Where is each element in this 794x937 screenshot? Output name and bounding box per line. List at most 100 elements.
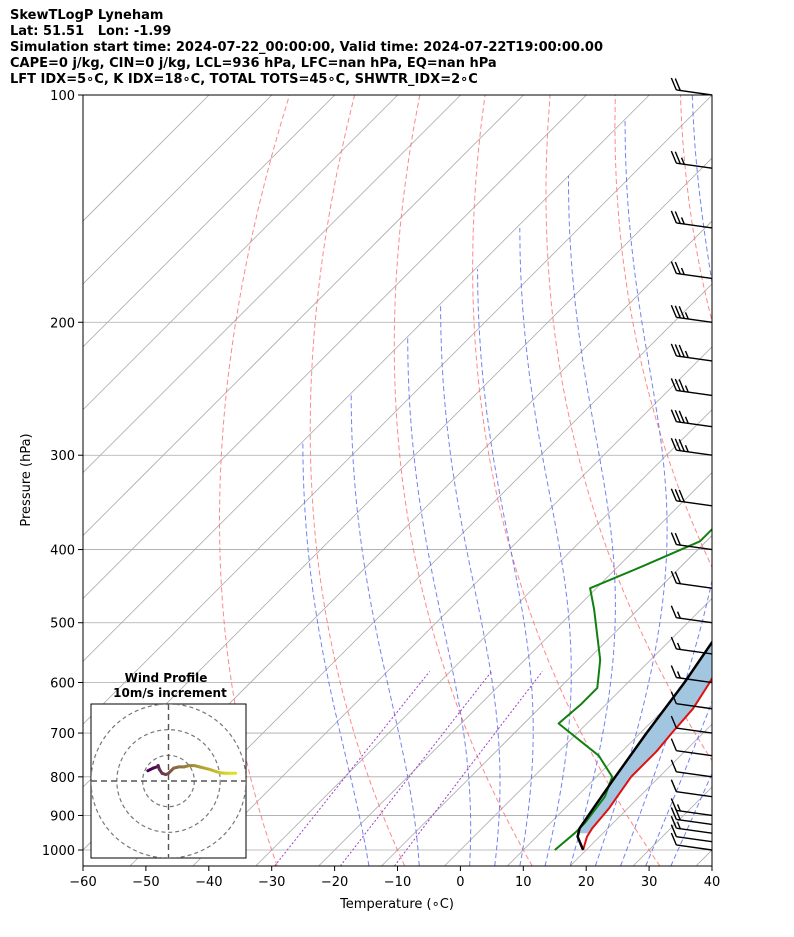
x-tick-label: −20 (321, 875, 348, 890)
wind-barb (670, 532, 713, 551)
mixing-ratio-line (274, 671, 431, 866)
moist-adiabat-line (407, 338, 472, 866)
wind-barb-tick (670, 691, 677, 705)
wind-barb-tick (670, 665, 677, 678)
x-tick-label: 20 (578, 875, 595, 890)
moist-adiabat-line (620, 95, 712, 866)
isotherm-line (83, 95, 336, 348)
hodograph (91, 704, 246, 858)
x-tick-label: −10 (384, 875, 411, 890)
isotherm-line (83, 95, 650, 662)
wind-barb-tick (680, 157, 685, 165)
y-tick-label: 200 (50, 316, 75, 331)
wind-barb-shaft (676, 844, 713, 851)
x-tick-label: −50 (132, 875, 159, 890)
dry-adiabat-line (472, 95, 661, 866)
isotherm-line (83, 95, 712, 725)
wind-barb (670, 378, 713, 397)
wind-barb-tick (678, 410, 685, 424)
isotherm-line (381, 534, 712, 866)
moist-adiabat-line (477, 269, 534, 866)
wind-barb (670, 636, 713, 655)
x-axis-label: Temperature (∘C) (339, 897, 454, 912)
stability-indices: LFT IDX=5∘C, K IDX=18∘C, TOTAL TOTS=45∘C… (10, 72, 478, 87)
inset-subtitle: 10m/s increment (113, 686, 227, 700)
wind-barb-shaft (676, 449, 713, 456)
wind-barb-tick (676, 821, 681, 829)
moist-adiabat-line (568, 175, 616, 866)
wind-barb-tick (674, 438, 681, 452)
wind-barb-tick (674, 261, 681, 275)
wind-barb-shaft (676, 818, 713, 826)
wind-barb-shaft (676, 543, 713, 551)
wind-barb-tick (676, 671, 681, 679)
wind-barb (670, 665, 713, 684)
wind-barb-tick (684, 416, 689, 424)
dry-adiabat-line (309, 95, 406, 866)
location-coordinates: Lat: 51.51 Lon: -1.99 (10, 24, 172, 39)
parcel-profile-line (576, 640, 712, 851)
wind-barb-tick (678, 344, 685, 358)
y-tick-label: 300 (50, 449, 75, 464)
wind-barb (670, 759, 713, 778)
wind-barb-tick (670, 150, 677, 164)
wind-barb-tick (670, 437, 677, 451)
dry-adiabat-line (545, 95, 712, 762)
wind-barb-tick (670, 832, 677, 846)
convective-parameters: CAPE=0 j/kg, CIN=0 j/kg, LCL=936 hPa, LF… (10, 56, 497, 71)
wind-barb (670, 261, 713, 280)
dry-adiabat-line (219, 95, 290, 866)
wind-barb-shaft (676, 272, 713, 280)
wind-barb-tick (674, 489, 681, 502)
x-tick-label: 30 (641, 875, 658, 890)
wind-barb-tick (670, 570, 677, 584)
wind-barb-tick (678, 379, 685, 392)
moist-adiabat-line (350, 395, 420, 866)
wind-barb (670, 150, 713, 169)
y-tick-label: 1000 (42, 844, 75, 859)
wind-barb-tick (674, 378, 681, 392)
isotherm-line (83, 95, 398, 411)
wind-barb-tick (670, 824, 677, 837)
moist-adiabat-line (302, 441, 370, 866)
isotherm-line (83, 95, 273, 285)
wind-barb-shaft (676, 420, 713, 428)
wind-barb-tick (674, 305, 681, 319)
wind-barb (670, 570, 713, 589)
wind-barb (670, 437, 713, 456)
wind-barb-tick (670, 715, 677, 729)
wind-barb-tick (670, 798, 677, 811)
wind-barb-shaft (676, 791, 713, 798)
isotherm-line (129, 283, 712, 866)
wind-barb-tick (670, 759, 677, 773)
wind-barb (670, 343, 713, 362)
wind-barb (670, 77, 713, 96)
isotherm-line (255, 409, 712, 866)
wind-barb-tick (670, 815, 677, 829)
wind-barb-tick (670, 210, 677, 224)
dewpoint-profile-line (554, 527, 712, 851)
x-tick-label: 0 (456, 875, 464, 890)
simulation-times: Simulation start time: 2024-07-22_00:00:… (10, 40, 603, 55)
wind-barb (670, 815, 713, 834)
wind-barb-tick (670, 738, 677, 751)
y-tick-label: 100 (50, 89, 75, 104)
y-tick-label: 500 (50, 617, 75, 632)
wind-barb-tick (670, 532, 677, 545)
isotherm-line (569, 723, 712, 866)
wind-barb-tick (684, 312, 689, 320)
profile-lines (554, 527, 712, 851)
wind-barb (670, 409, 713, 428)
x-tick-label: 10 (515, 875, 532, 890)
wind-barb-shaft (676, 89, 713, 96)
moist-adiabat-line (670, 772, 712, 866)
y-tick-label: 600 (50, 677, 75, 692)
dry-adiabat-line (393, 95, 533, 866)
wind-barb-shaft (676, 316, 713, 323)
wind-barb (670, 832, 713, 851)
wind-barb-tick (670, 304, 677, 318)
wind-barb-tick (670, 409, 677, 422)
wind-barb-tick (678, 489, 685, 503)
isotherm-line (318, 472, 712, 866)
